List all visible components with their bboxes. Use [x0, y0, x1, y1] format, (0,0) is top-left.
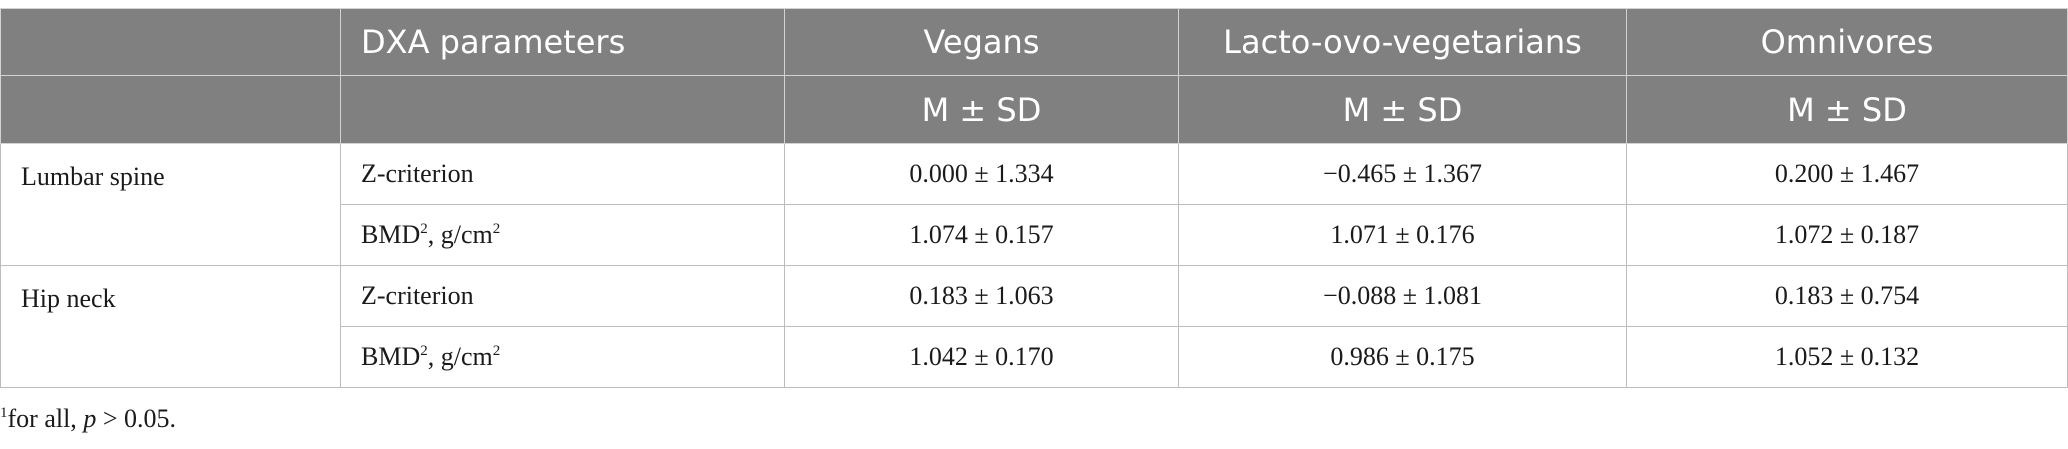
value-lacto-ovo: 1.071 ± 0.176 — [1178, 204, 1627, 266]
value-lacto-ovo: −0.465 ± 1.367 — [1178, 143, 1627, 205]
table-footnote: 1for all, p > 0.05. — [0, 404, 176, 434]
header-lacto-ovo-vegetarians: Lacto-ovo-vegetarians — [1178, 8, 1627, 76]
param-superscript: 2 — [420, 221, 428, 237]
table-row: Lumbar spine Z-criterion 0.000 ± 1.334 −… — [0, 143, 2068, 266]
param-unit: , g/cm — [427, 220, 493, 249]
subheader-row: M ± SD M ± SD M ± SD — [0, 75, 2068, 144]
footnote-marker: 1 — [0, 405, 8, 421]
subheader-omnivores-stat: M ± SD — [1626, 75, 2068, 144]
value-lacto-ovo: 0.986 ± 0.175 — [1178, 326, 1627, 388]
header-row: DXA parameters Vegans Lacto-ovo-vegetari… — [0, 8, 2068, 76]
site-hip-neck: Hip neck — [0, 265, 341, 388]
value-vegans: 0.183 ± 1.063 — [784, 265, 1179, 327]
value-vegans: 0.000 ± 1.334 — [784, 143, 1179, 205]
table-header: DXA parameters Vegans Lacto-ovo-vegetari… — [0, 8, 2068, 144]
value-vegans: 1.042 ± 0.170 — [784, 326, 1179, 388]
header-vegans: Vegans — [784, 8, 1179, 76]
footnote-text: for all, — [7, 404, 84, 433]
footnote-threshold: > 0.05. — [96, 404, 176, 433]
value-omnivores: 0.200 ± 1.467 — [1626, 143, 2068, 205]
header-cell-empty — [0, 8, 341, 76]
param-cell: BMD2, g/cm2 — [340, 326, 785, 388]
subheader-cell-empty — [0, 75, 341, 144]
footnote-p-symbol: p — [83, 404, 97, 433]
param-cell: Z-criterion — [340, 143, 785, 205]
subheader-lacto-ovo-stat: M ± SD — [1178, 75, 1627, 144]
param-label: BMD — [361, 342, 421, 371]
param-cell: Z-criterion — [340, 265, 785, 327]
value-omnivores: 0.183 ± 0.754 — [1626, 265, 2068, 327]
table-body: Lumbar spine Z-criterion 0.000 ± 1.334 −… — [0, 143, 2068, 388]
param-unit: , g/cm — [427, 342, 493, 371]
unit-superscript: 2 — [492, 343, 501, 359]
param-label: Z-criterion — [361, 159, 474, 188]
header-omnivores: Omnivores — [1626, 8, 2068, 76]
value-omnivores: 1.072 ± 0.187 — [1626, 204, 2068, 266]
param-label: Z-criterion — [361, 281, 474, 310]
table-row: BMD2, g/cm2 1.042 ± 0.170 0.986 ± 0.175 … — [1, 326, 2068, 388]
dxa-table: DXA parameters Vegans Lacto-ovo-vegetari… — [0, 8, 2068, 388]
value-lacto-ovo: −0.088 ± 1.081 — [1178, 265, 1627, 327]
table-row: BMD2, g/cm2 1.074 ± 0.157 1.071 ± 0.176 … — [1, 204, 2068, 266]
param-label: BMD — [361, 220, 421, 249]
unit-superscript: 2 — [492, 221, 501, 237]
param-cell: BMD2, g/cm2 — [340, 204, 785, 266]
param-superscript: 2 — [420, 343, 428, 359]
table-row: Hip neck Z-criterion 0.183 ± 1.063 −0.08… — [0, 265, 2068, 388]
subheader-vegans-stat: M ± SD — [784, 75, 1179, 144]
site-lumbar-spine: Lumbar spine — [0, 143, 341, 266]
header-dxa-parameters: DXA parameters — [340, 8, 785, 76]
subheader-cell-empty — [340, 75, 785, 144]
value-vegans: 1.074 ± 0.157 — [784, 204, 1179, 266]
value-omnivores: 1.052 ± 0.132 — [1626, 326, 2068, 388]
